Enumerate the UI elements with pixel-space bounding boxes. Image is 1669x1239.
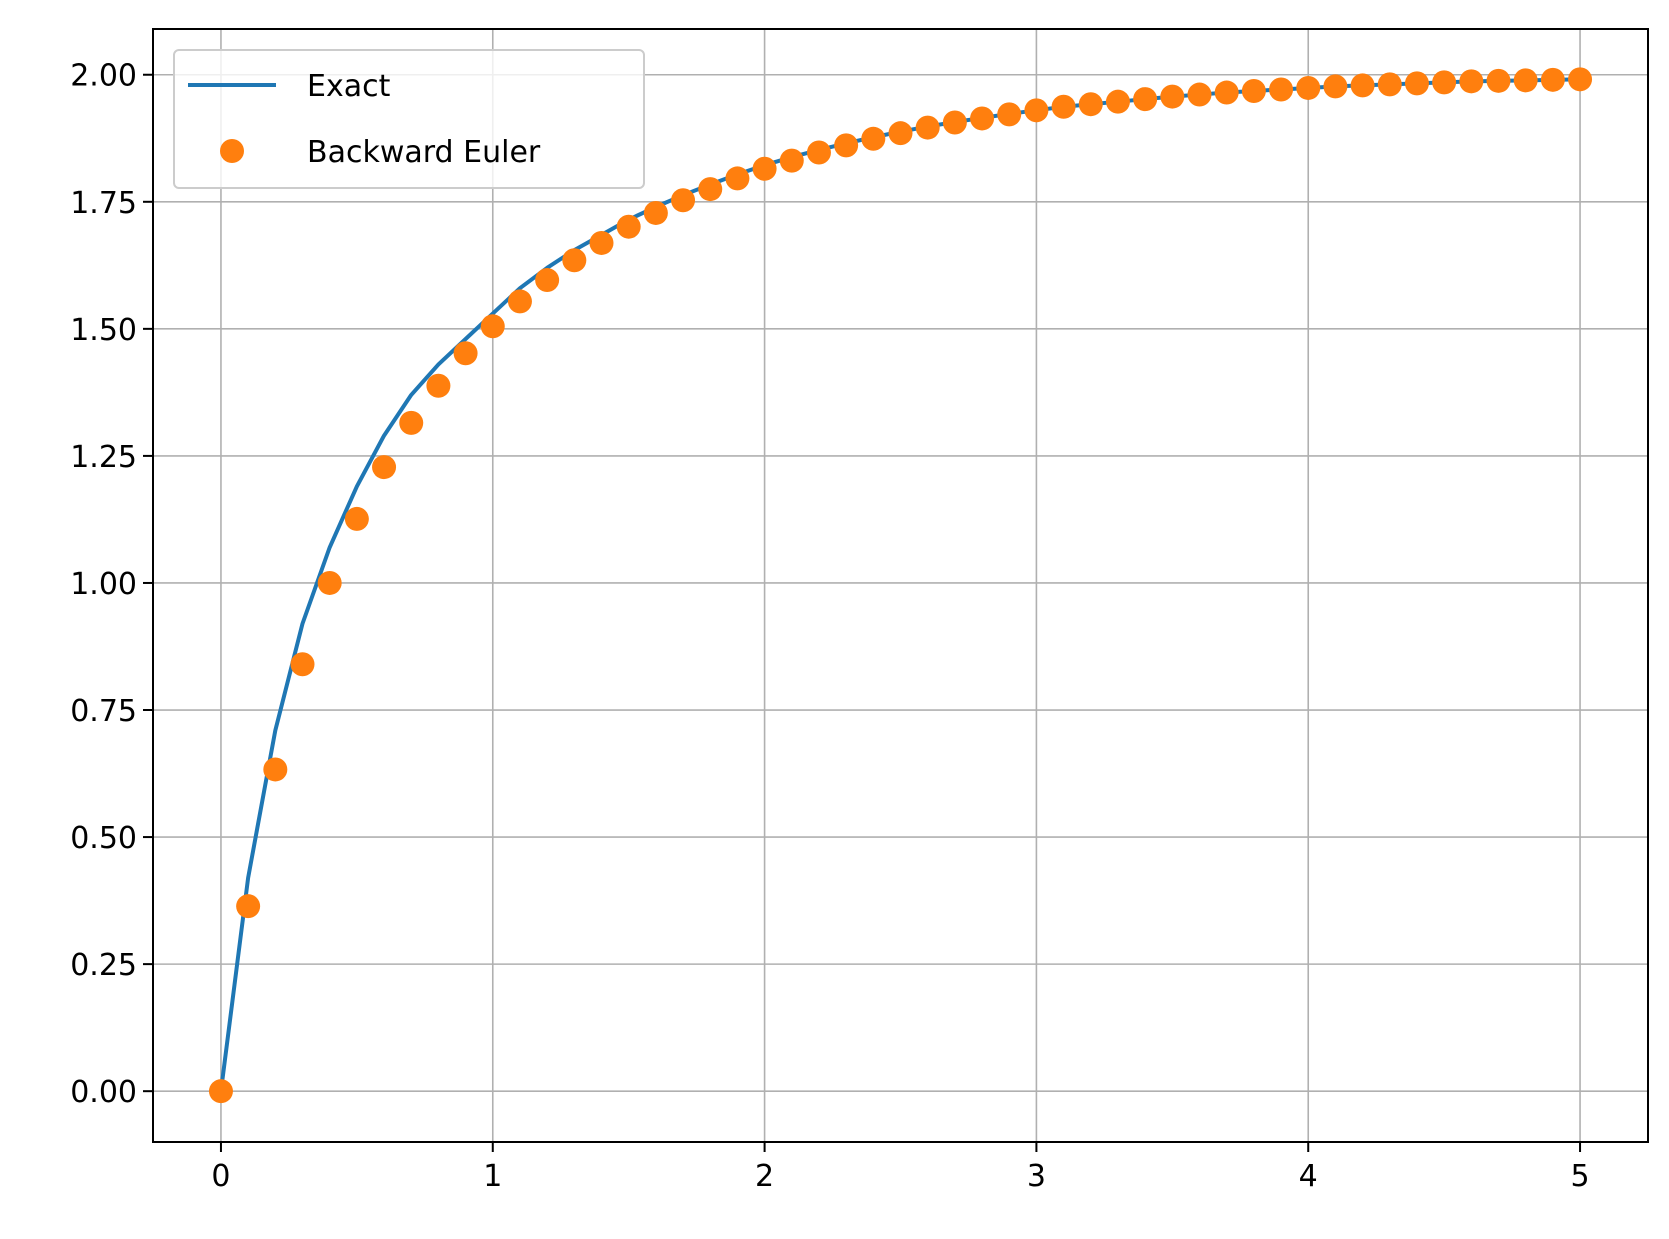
data-point-backward-euler	[1296, 75, 1321, 100]
data-point-backward-euler	[834, 133, 859, 158]
data-point-backward-euler	[725, 166, 750, 191]
legend: Exact Backward Euler	[173, 49, 645, 189]
data-point-backward-euler	[1486, 68, 1511, 93]
data-point-backward-euler	[399, 410, 424, 435]
data-point-backward-euler	[806, 140, 831, 165]
data-point-backward-euler	[372, 455, 397, 480]
y-tick-label: 0.50	[70, 821, 137, 856]
data-point-backward-euler	[236, 894, 261, 919]
grid	[153, 29, 1648, 1142]
data-point-backward-euler	[535, 268, 560, 293]
y-axis: 0.00 0.25 0.50 0.75 1.00 1.25 1.50 1.75 2.00	[70, 59, 153, 1110]
data-point-backward-euler	[208, 1079, 233, 1104]
data-point-backward-euler	[1051, 94, 1076, 119]
data-point-backward-euler	[1350, 73, 1375, 98]
data-point-backward-euler	[698, 177, 723, 202]
data-point-backward-euler	[1377, 72, 1402, 97]
y-tick-label: 0.25	[70, 948, 137, 983]
plot-area	[208, 67, 1593, 1104]
x-tick-label: 0	[211, 1159, 230, 1194]
data-point-backward-euler	[997, 102, 1022, 127]
data-point-backward-euler	[1269, 77, 1294, 102]
data-point-backward-euler	[562, 248, 587, 273]
data-point-backward-euler	[426, 373, 451, 398]
data-point-backward-euler	[1432, 70, 1457, 95]
data-point-backward-euler	[1078, 92, 1103, 117]
x-tick-label: 5	[1570, 1159, 1589, 1194]
y-tick-label: 1.25	[70, 440, 137, 475]
data-point-backward-euler	[888, 121, 913, 146]
data-point-backward-euler	[480, 314, 505, 339]
data-point-backward-euler	[1459, 69, 1484, 94]
data-point-backward-euler	[1540, 67, 1565, 92]
data-point-backward-euler	[915, 115, 940, 140]
data-point-backward-euler	[1187, 82, 1212, 107]
data-point-backward-euler	[1323, 74, 1348, 99]
data-point-backward-euler	[1568, 67, 1593, 92]
y-tick-label: 2.00	[70, 59, 137, 94]
legend-box	[173, 49, 645, 189]
data-point-backward-euler	[507, 289, 532, 314]
data-point-backward-euler	[1105, 89, 1130, 114]
x-axis: 0 1 2 3 4 5	[211, 1142, 1590, 1194]
x-tick-label: 2	[755, 1159, 774, 1194]
data-point-backward-euler	[1214, 80, 1239, 105]
data-point-backward-euler	[1133, 87, 1158, 112]
data-point-backward-euler	[616, 214, 641, 239]
y-tick-label: 1.75	[70, 186, 137, 221]
data-point-backward-euler	[861, 126, 886, 151]
x-tick-label: 4	[1299, 1159, 1318, 1194]
data-point-backward-euler	[290, 652, 315, 677]
legend-label-exact: Exact	[307, 69, 391, 104]
legend-label-backward-euler: Backward Euler	[307, 135, 541, 170]
y-tick-label: 1.00	[70, 567, 137, 602]
data-point-backward-euler	[1160, 84, 1185, 109]
data-point-backward-euler	[453, 341, 478, 366]
data-point-backward-euler	[671, 188, 696, 213]
y-tick-label: 1.50	[70, 313, 137, 348]
data-point-backward-euler	[1024, 98, 1049, 123]
data-point-backward-euler	[589, 230, 614, 255]
x-tick-label: 3	[1027, 1159, 1046, 1194]
axes-frame	[152, 28, 1649, 1143]
data-point-backward-euler	[779, 148, 804, 173]
data-point-backward-euler	[344, 506, 369, 531]
x-tick-label: 1	[483, 1159, 502, 1194]
data-point-backward-euler	[970, 106, 995, 131]
data-point-backward-euler	[317, 570, 342, 595]
data-point-backward-euler	[942, 110, 967, 135]
y-tick-label: 0.75	[70, 694, 137, 729]
data-point-backward-euler	[1513, 68, 1538, 93]
data-point-backward-euler	[263, 757, 288, 782]
y-tick-label: 0.00	[70, 1075, 137, 1110]
legend-backward-euler-marker	[220, 139, 244, 163]
data-point-backward-euler	[643, 200, 668, 225]
data-point-backward-euler	[752, 156, 777, 181]
data-point-backward-euler	[1241, 79, 1266, 104]
data-point-backward-euler	[1404, 71, 1429, 96]
